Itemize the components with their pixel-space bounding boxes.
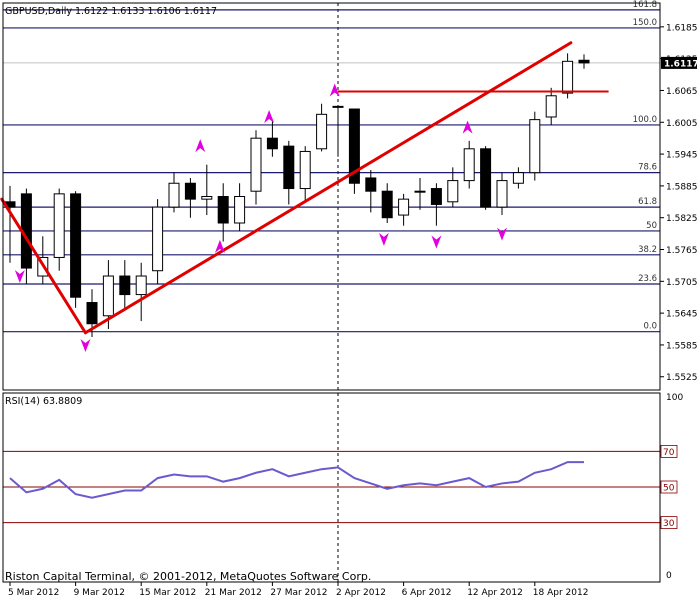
chart-header: GBPUSD,Daily 1.6122 1.6133 1.6106 1.6117 [5, 6, 217, 17]
arrow-down-icon [14, 270, 25, 284]
price-tick-label: 1.6065 [666, 87, 698, 97]
candle-bullish [299, 150, 311, 190]
trendline [83, 41, 573, 335]
candle-bullish [102, 275, 114, 317]
fib-level-label: 38.2 [638, 245, 657, 255]
candle-bullish [332, 105, 344, 108]
fib-level-label: 78.6 [638, 163, 657, 173]
arrow-up-icon [264, 109, 275, 123]
date-tick-label: 12 Apr 2012 [467, 588, 523, 598]
candle-bearish [578, 59, 590, 64]
rsi-level-tag [660, 516, 678, 529]
fib-level-label: 161.8 [633, 0, 657, 10]
date-tick-label: 5 Mar 2012 [8, 588, 59, 598]
date-tick-label: 21 Mar 2012 [205, 588, 262, 598]
rsi-axis-label-top: 100 [666, 393, 683, 403]
arrows [14, 83, 507, 352]
candle-bullish [463, 148, 475, 182]
candle-bullish [152, 206, 164, 272]
candle-bullish [201, 196, 213, 200]
current-price-marker [661, 56, 697, 69]
arrow-down-icon [431, 235, 442, 249]
price-tick-label: 1.5585 [666, 341, 698, 351]
candle-bullish [316, 113, 328, 150]
candle-bullish [545, 95, 557, 118]
candle-bullish [496, 180, 508, 208]
trendline [0, 197, 87, 335]
copyright-footer: Riston Capital Terminal, © 2001-2012, Me… [5, 570, 371, 583]
candle-bearish [348, 108, 360, 184]
candle-bearish [217, 196, 229, 224]
date-tick-label: 15 Mar 2012 [139, 588, 196, 598]
gridlines [3, 3, 660, 582]
price-tick-label: 1.5825 [666, 214, 698, 224]
rsi-level-tag [660, 444, 678, 458]
date-tick-label: 18 Apr 2012 [533, 588, 589, 598]
candle-bullish [529, 119, 541, 174]
price-tick-label: 1.5885 [666, 182, 698, 192]
candle-bullish [562, 60, 574, 94]
rsi-level-label: 70 [663, 448, 675, 458]
fibonacci-levels: 161.8 150.0 100.0 78.6 61.8 50 38.2 23.6 0.0 [3, 0, 660, 333]
fib-level-label: 0.0 [643, 322, 657, 332]
rsi-header: RSI(14) 63.8809 [5, 396, 82, 407]
date-tick-label: 6 Apr 2012 [402, 588, 452, 598]
fib-level-label: 23.6 [638, 274, 657, 284]
price-tick-label: 1.6185 [666, 23, 698, 33]
rsi-level-tag [660, 480, 678, 494]
rsi-axis-label-bottom: 0 [666, 571, 672, 581]
candle-bullish [53, 193, 65, 258]
candle-bearish [381, 190, 393, 219]
price-tick-label: 1.5765 [666, 246, 698, 256]
candle-bearish [184, 182, 196, 200]
candle-bearish [480, 148, 492, 208]
current-price-label: 1.6117 [664, 59, 699, 69]
rsi-level-label: 30 [663, 519, 675, 529]
arrow-up-icon [462, 120, 473, 134]
price-tick-label: 1.5945 [666, 151, 698, 161]
candle-bullish [512, 172, 524, 184]
price-tick-label: 1.5645 [666, 310, 698, 320]
arrow-down-icon [80, 338, 91, 352]
arrow-up-icon [214, 239, 225, 253]
candle-bearish [365, 177, 377, 192]
candle-bearish [86, 302, 98, 325]
rsi-panel [3, 450, 660, 524]
candle-bullish [414, 190, 426, 193]
candle-bearish [119, 275, 131, 296]
candle-bearish [70, 193, 82, 298]
fib-level-label: 50 [646, 221, 657, 231]
rsi-line [9, 461, 584, 499]
date-tick-label: 9 Mar 2012 [74, 588, 125, 598]
fib-level-label: 150.0 [633, 18, 657, 28]
candle-bearish [283, 145, 295, 190]
price-tick-label: 1.5705 [666, 278, 698, 288]
candles [4, 53, 590, 337]
rsi-level-label: 50 [663, 484, 675, 494]
price-tick-label: 1.6005 [666, 119, 698, 129]
arrow-down-icon [497, 227, 507, 241]
date-tick-label: 2 Apr 2012 [336, 588, 386, 598]
candle-bullish [398, 198, 410, 216]
fib-level-label: 61.8 [638, 197, 657, 207]
arrow-down-icon [378, 232, 389, 246]
candle-bullish [135, 275, 147, 296]
trendlines [0, 41, 609, 335]
rsi-frame [2, 392, 661, 583]
price-tick-label: 1.5525 [666, 373, 698, 383]
date-tick-label: 27 Mar 2012 [270, 588, 327, 598]
candle-bullish [447, 180, 459, 203]
main-frame [2, 2, 661, 391]
candle-bearish [266, 137, 278, 150]
arrow-up-icon [195, 139, 206, 153]
candle-bullish [250, 137, 262, 192]
candle-bullish [168, 182, 180, 208]
arrow-up-icon [329, 83, 340, 97]
fib-level-label: 100.0 [633, 115, 657, 125]
candle-bullish [234, 196, 246, 224]
candle-bearish [430, 188, 442, 205]
